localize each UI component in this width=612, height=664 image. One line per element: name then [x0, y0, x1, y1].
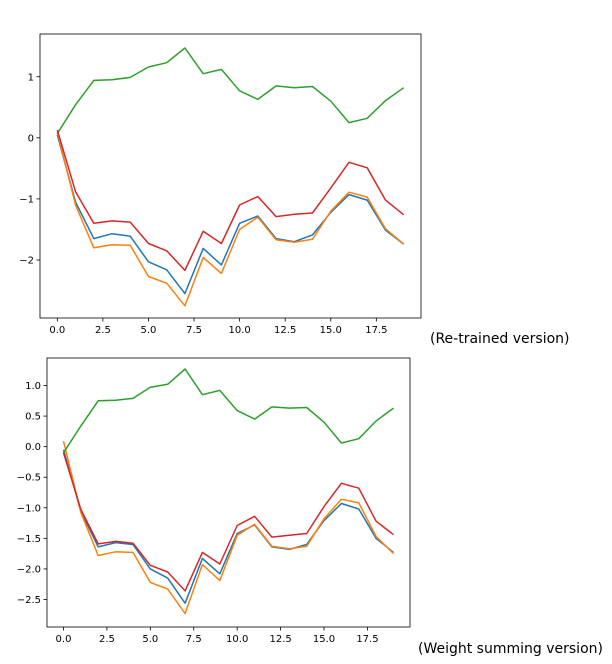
x-tick-label: 12.5: [269, 634, 291, 645]
x-tick-label: 10.0: [228, 325, 250, 336]
y-tick-label: −1.0: [17, 503, 41, 514]
x-tick-label: 2.5: [99, 634, 115, 645]
chart-caption: (Re-trained version): [430, 331, 570, 347]
series-line-red: [56, 129, 405, 272]
series-line-blue: [56, 134, 405, 295]
x-tick-label: 15.0: [313, 634, 335, 645]
x-tick-label: 2.5: [95, 325, 111, 336]
series-line-blue: [62, 449, 394, 604]
y-tick-label: 1: [28, 72, 34, 83]
x-tick-label: 17.5: [356, 634, 378, 645]
axes-frame: [39, 33, 422, 319]
y-tick-label: 0: [28, 133, 34, 144]
y-tick-label: 0.5: [25, 412, 41, 423]
chart-1: 0.0 2.5 5.0 7.5 10.0 12.5 15.0 17.5 1 0 −1 −2 (Re-tr…: [19, 33, 570, 347]
y-tick-label: −2.5: [17, 595, 41, 606]
series-line-red: [62, 452, 394, 592]
chart-2: 0.0 2.5 5.0 7.5 10.0 12.5 15.0 17.5 1.0 0.5 0.0 −0.…: [17, 357, 603, 657]
series-line-green: [56, 47, 405, 135]
x-tick-label: 15.0: [320, 325, 342, 336]
axes-frame: [46, 357, 411, 628]
x-tick-label: 10.0: [226, 634, 248, 645]
x-tick-label: 0.0: [56, 634, 72, 645]
x-tick-label: 12.5: [274, 325, 296, 336]
x-tick-label: 5.0: [142, 634, 158, 645]
y-tick-label: 1.0: [25, 381, 41, 392]
y-tick-label: −1.5: [17, 534, 41, 545]
x-tick-label: 7.5: [186, 634, 202, 645]
y-tick-label: −0.5: [17, 473, 41, 484]
y-tick-label: −2: [19, 255, 34, 266]
x-tick-label: 7.5: [186, 325, 202, 336]
series-line-green: [62, 368, 394, 454]
y-tick-label: −2.0: [17, 564, 41, 575]
y-tick-label: −1: [19, 194, 34, 205]
x-tick-label: 17.5: [365, 325, 387, 336]
x-tick-label: 0.0: [49, 325, 65, 336]
series-line-orange: [56, 131, 405, 307]
x-tick-label: 5.0: [141, 325, 157, 336]
chart-caption: (Weight summing version): [418, 641, 603, 657]
y-tick-label: 0.0: [25, 442, 41, 453]
series-line-orange: [62, 440, 395, 615]
